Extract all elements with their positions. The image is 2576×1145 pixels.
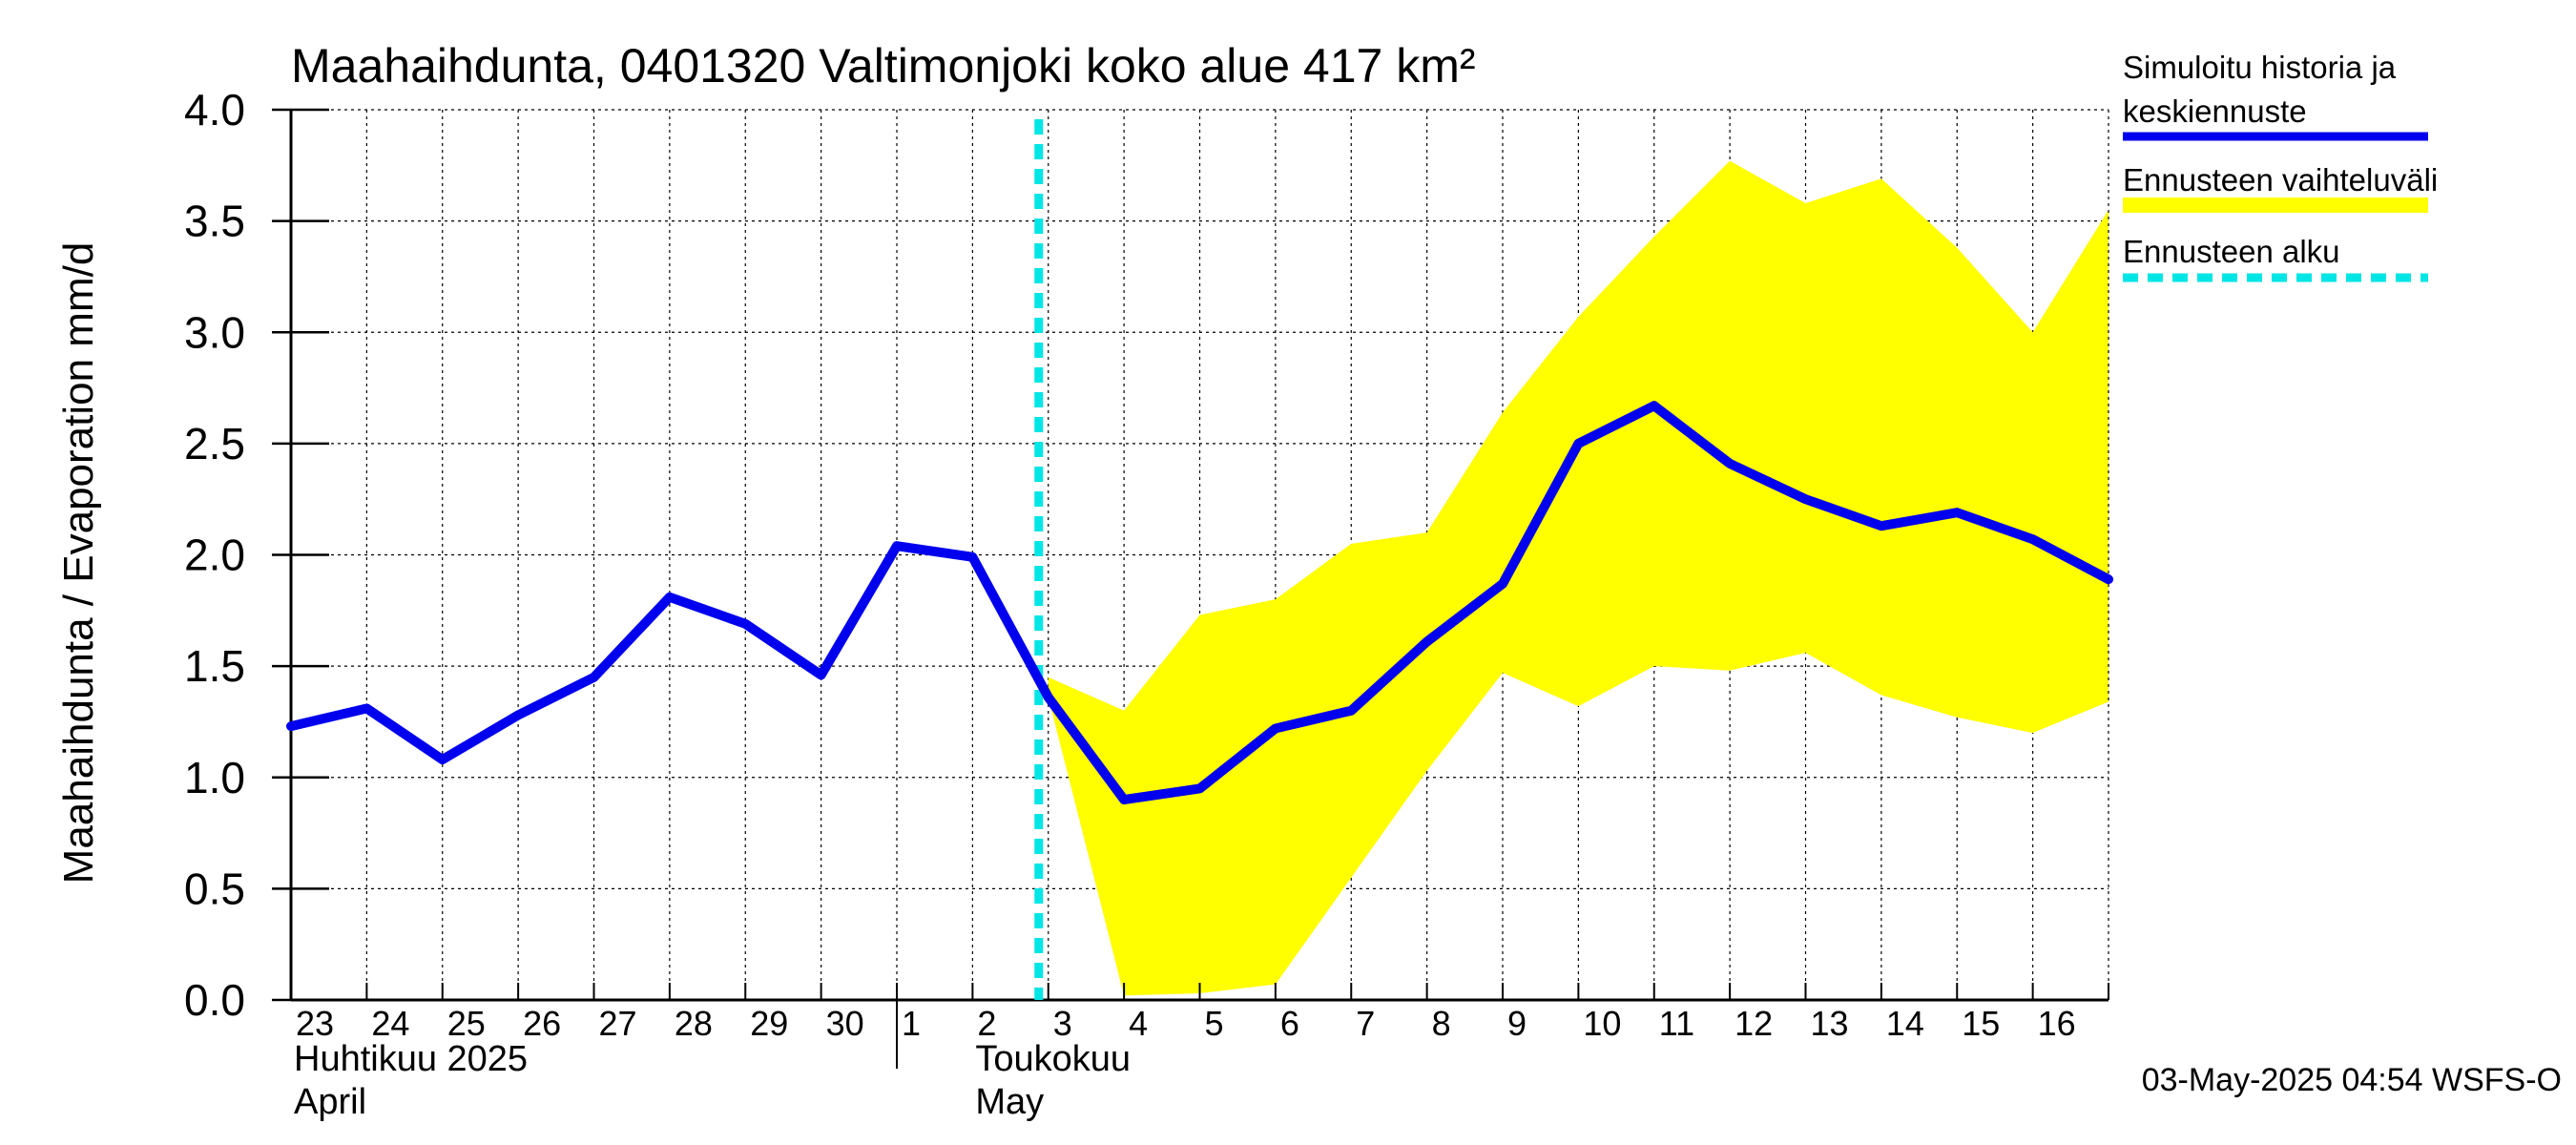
x-tick-label: 1 [902, 1004, 921, 1043]
simulated-history-line [286, 401, 2113, 805]
x-tick-label: 23 [296, 1004, 334, 1043]
y-tick-label: 4.0 [184, 85, 245, 135]
x-tick-label: 3 [1053, 1004, 1072, 1043]
x-tick-label: 28 [675, 1004, 713, 1043]
x-tick-label: 12 [1735, 1004, 1773, 1043]
y-tick-label: 0.5 [184, 864, 245, 913]
x-tick-label: 9 [1507, 1004, 1527, 1043]
x-tick-label: 2 [977, 1004, 996, 1043]
y-axis-label: Maahaihdunta / Evaporation mm/d [55, 242, 102, 885]
x-tick-label: 10 [1583, 1004, 1621, 1043]
x-tick-label: 7 [1356, 1004, 1375, 1043]
y-tick-label: 3.0 [184, 307, 245, 357]
legend-item: Ennusteen vaihteluväli [2123, 162, 2438, 213]
legend: Simuloitu historia ja keskiennuste Ennuste… [2123, 50, 2438, 282]
x-tick-label: 14 [1886, 1004, 1924, 1043]
legend-label-line2: keskiennuste [2123, 94, 2307, 129]
x-tick-label: 30 [826, 1004, 864, 1043]
month-label: Toukokuu [975, 1039, 1131, 1079]
x-tick-label: 4 [1129, 1004, 1148, 1043]
y-tick-label: 0.0 [184, 975, 245, 1025]
x-tick-label: 24 [371, 1004, 409, 1043]
y-tick-label: 2.0 [184, 531, 245, 580]
legend-item: Ennusteen alku [2123, 234, 2428, 282]
x-tick-label: 6 [1280, 1004, 1299, 1043]
forecast-range-area [1048, 160, 2109, 996]
x-tick-label: 27 [599, 1004, 637, 1043]
legend-label: Simuloitu historia ja [2123, 50, 2397, 85]
x-tick-label: 5 [1205, 1004, 1224, 1043]
y-axis: 0.0 0.5 1.0 1.5 2.0 2.5 3.0 3.5 4.0 [184, 85, 329, 1025]
simulated-history-series [286, 401, 2113, 805]
month-label-en: April [294, 1082, 366, 1122]
legend-item: Simuloitu historia ja keskiennuste [2123, 50, 2428, 141]
y-tick-label: 2.5 [184, 419, 245, 468]
legend-label: Ennusteen alku [2123, 234, 2340, 269]
x-tick-label: 13 [1811, 1004, 1849, 1043]
chart-title: Maahaihdunta, 0401320 Valtimonjoki koko … [291, 39, 1476, 93]
x-axis: 23 24 25 26 27 28 29 30 1 2 3 4 5 6 7 8 9 10 11 12 13 14 15 16H… [290, 983, 2109, 1122]
y-tick-label: 1.5 [184, 641, 245, 691]
x-tick-label: 26 [523, 1004, 561, 1043]
y-tick-label: 3.5 [184, 197, 245, 246]
forecast-range-band [1048, 160, 2109, 996]
month-label: Huhtikuu 2025 [294, 1039, 528, 1079]
y-tick-label: 1.0 [184, 753, 245, 802]
x-tick-label: 8 [1432, 1004, 1451, 1043]
x-tick-label: 16 [2038, 1004, 2076, 1043]
timestamp-footer: 03-May-2025 04:54 WSFS-O [2142, 1062, 2562, 1098]
x-tick-label: 15 [1962, 1004, 2000, 1043]
month-label-en: May [975, 1082, 1044, 1122]
x-tick-label: 25 [447, 1004, 486, 1043]
x-tick-label: 29 [750, 1004, 788, 1043]
x-tick-label: 11 [1659, 1004, 1694, 1043]
legend-label: Ennusteen vaihteluväli [2123, 162, 2438, 198]
